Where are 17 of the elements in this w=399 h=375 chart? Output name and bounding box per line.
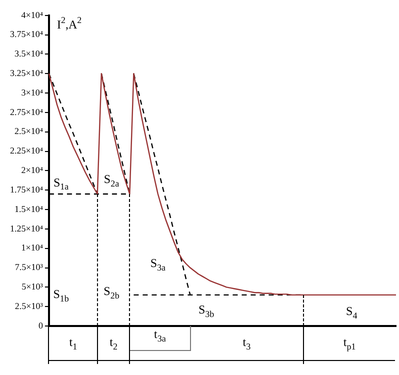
y-tick-label: 2.5×10³ [14,300,44,311]
y-tick-label: 3.5×10⁴ [14,48,43,59]
y-tick-label: 2.25×10⁴ [10,146,43,156]
y-tick-label: 1.75×10⁴ [10,184,43,194]
y-tick-label: 7.5×10³ [14,262,44,272]
y-tick-label: 1.25×10⁴ [10,223,43,234]
y-tick-label: 5×10³ [22,282,44,292]
y-tick-label: 1.5×10⁴ [14,204,43,214]
y-tick-label: 2×10⁴ [21,165,43,176]
y-tick-label: 1×10⁴ [21,242,43,253]
y-tick-label: 3×10⁴ [21,87,43,98]
y-tick-label: 3.25×10⁴ [10,68,43,78]
y-tick-label: 3.75×10⁴ [10,29,43,40]
y-tick-label: 4×10⁴ [21,10,43,20]
y-tick-label: 0 [38,320,44,330]
y-tick-label: 2.5×10⁴ [14,126,43,136]
y-tick-label: 2.75×10⁴ [10,106,43,117]
